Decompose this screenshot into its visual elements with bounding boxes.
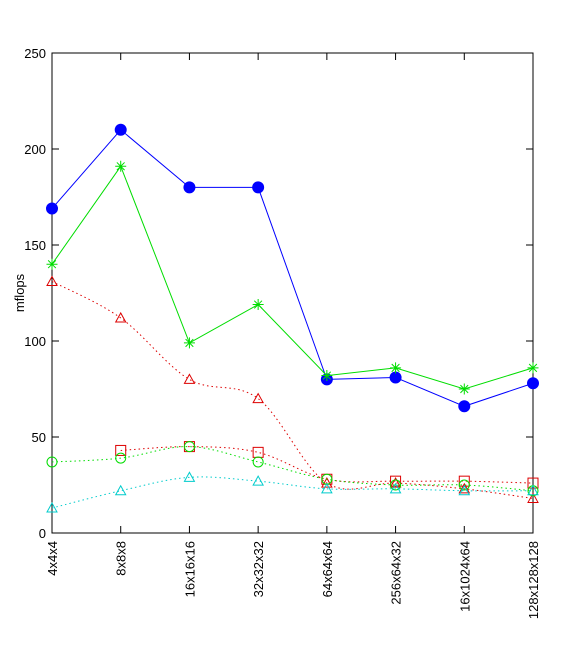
data-point: [252, 181, 265, 194]
data-point: [115, 160, 127, 172]
y-axis-title: mflops: [12, 273, 27, 312]
x-tick-label: 8x8x8: [114, 541, 129, 576]
y-tick-label: 150: [24, 238, 46, 253]
series-2: [46, 275, 539, 503]
data-point: [390, 362, 402, 374]
data-point: [46, 258, 58, 270]
x-tick-label: 32x32x32: [251, 541, 266, 597]
data-point: [252, 299, 264, 311]
data-point: [321, 482, 333, 494]
data-point: [527, 484, 539, 496]
data-point: [458, 479, 470, 491]
data-point: [114, 123, 127, 136]
data-point: [527, 362, 539, 374]
data-point: [458, 482, 471, 494]
x-tick-label: 128x128x128: [526, 541, 541, 619]
x-tick-label: 256x64x32: [389, 541, 404, 605]
y-tick-label: 100: [24, 334, 46, 349]
series-5: [46, 471, 539, 513]
data-point: [252, 392, 264, 404]
y-tick-label: 50: [32, 430, 46, 445]
data-point: [321, 370, 333, 382]
x-tick-label: 64x64x64: [320, 541, 335, 597]
x-tick-label: 16x1024x64: [457, 541, 472, 612]
y-axis: 0 50 100 150 200 250: [24, 46, 533, 541]
series-1: [46, 160, 539, 395]
series-0: [46, 123, 539, 413]
data-point: [527, 377, 539, 390]
data-point: [183, 471, 196, 482]
data-point: [46, 202, 58, 215]
data-point: [183, 441, 195, 453]
data-point: [390, 475, 402, 487]
data-point: [389, 477, 402, 488]
data-point: [458, 400, 471, 413]
series-line: [51, 476, 534, 509]
series-layer: [46, 123, 539, 513]
series-4: [46, 441, 539, 497]
data-point: [115, 452, 127, 464]
data-point: [115, 444, 127, 456]
plot-frame: [51, 52, 534, 534]
data-point: [183, 373, 196, 384]
data-point: [46, 456, 58, 468]
data-point: [46, 502, 58, 513]
data-point: [252, 456, 264, 468]
x-axis: 4x4x4 8x8x8 16x16x16 32x32x32 64x64x64 256x64…: [45, 53, 541, 619]
data-point: [527, 477, 539, 489]
data-point: [458, 383, 470, 395]
data-point: [389, 371, 402, 384]
data-point: [114, 484, 127, 496]
series-line: [51, 446, 534, 492]
data-point: [183, 181, 196, 194]
data-point: [527, 492, 539, 503]
data-point: [114, 311, 127, 323]
data-point: [46, 275, 58, 286]
y-tick-label: 250: [24, 46, 46, 61]
y-tick-label: 0: [39, 526, 46, 541]
series-3: [115, 441, 539, 489]
y-tick-label: 200: [24, 142, 46, 157]
data-point: [252, 475, 264, 486]
data-point: [183, 337, 195, 349]
data-point: [390, 479, 402, 491]
data-point: [389, 482, 402, 494]
data-point: [321, 477, 333, 488]
x-tick-label: 16x16x16: [182, 541, 197, 597]
series-line: [51, 129, 534, 407]
series-line: [51, 165, 534, 390]
data-point: [252, 446, 264, 458]
data-point: [458, 484, 471, 496]
x-tick-label: 4x4x4: [45, 541, 60, 576]
series-line: [51, 281, 534, 499]
